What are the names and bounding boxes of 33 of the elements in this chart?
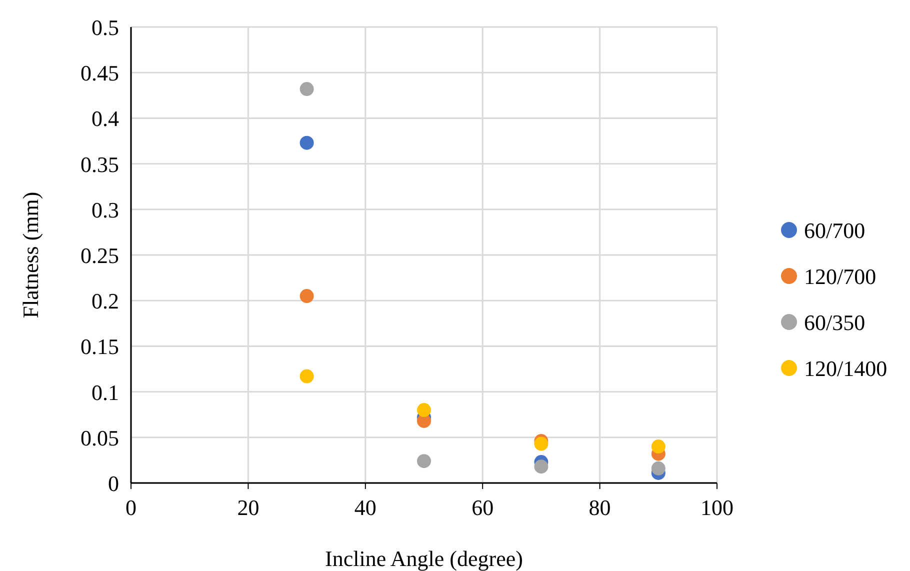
point (651, 440, 666, 454)
x-tick-label: 40 (354, 495, 376, 520)
point (417, 403, 431, 418)
point (300, 136, 314, 150)
legend-label: 60/700 (804, 218, 866, 243)
point (300, 289, 314, 304)
y-tick-label: 0.5 (92, 15, 119, 40)
x-tick-label: 100 (700, 495, 734, 520)
y-tick-label: 0 (108, 471, 119, 496)
x-tick-label: 20 (237, 495, 260, 520)
x-tick-label: 0 (126, 495, 136, 520)
y-tick-label: 0.1 (92, 380, 119, 405)
y-tick-label: 0.05 (80, 425, 119, 450)
point (417, 454, 431, 468)
y-tick-label: 0.35 (80, 152, 119, 177)
point (300, 82, 314, 96)
x-tick-label: 60 (472, 495, 494, 520)
point (534, 460, 548, 474)
x-axis-title: Incline Angle (degree) (325, 546, 523, 571)
legend-label: 120/700 (804, 264, 876, 289)
y-tick-label: 0.25 (80, 243, 119, 268)
legend-label: 120/1400 (804, 356, 888, 381)
y-tick-label: 0.15 (80, 334, 119, 360)
point (300, 369, 314, 384)
y-tick-label: 0.4 (92, 106, 119, 132)
legend-label: 60/350 (804, 310, 866, 335)
point (651, 461, 666, 476)
point (534, 436, 548, 451)
y-tick-label: 0.45 (80, 60, 119, 86)
y-tick-label: 0.3 (92, 197, 119, 222)
y-tick-label: 0.2 (92, 288, 119, 314)
y-axis-title: Flatness (mm) (18, 192, 43, 318)
x-tick-label: 80 (588, 495, 611, 520)
